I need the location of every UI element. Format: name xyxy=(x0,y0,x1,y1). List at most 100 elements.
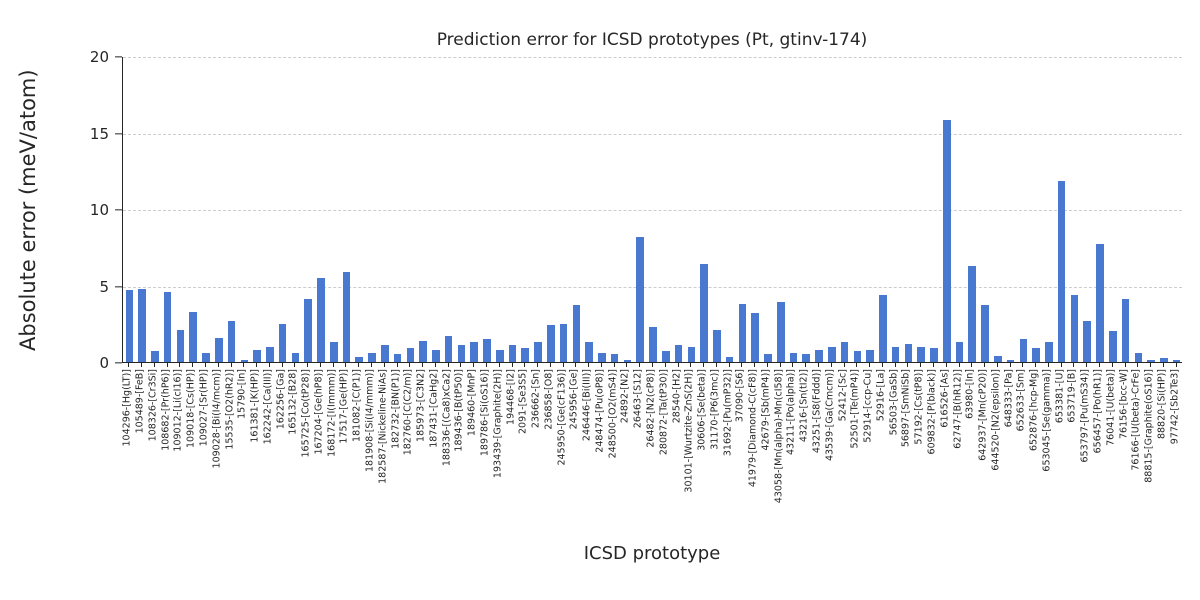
bar xyxy=(534,342,542,362)
bar xyxy=(419,340,427,362)
x-tick-mark xyxy=(1162,363,1164,367)
x-tick-mark xyxy=(396,363,398,367)
y-tick-label: 20 xyxy=(89,48,109,66)
bar xyxy=(355,356,364,362)
x-tick-label: 109027-[Sr(HP)] xyxy=(198,369,210,447)
x-tick-mark xyxy=(1111,363,1113,367)
x-tick-mark xyxy=(1124,363,1126,367)
x-tick-label: 62747-[B(hR12)] xyxy=(952,369,964,449)
x-tick-mark xyxy=(294,363,296,367)
x-tick-label: 188336-[(Ca8)xCa2] xyxy=(441,369,453,467)
x-tick-label: 76156-[bcc-W] xyxy=(1118,369,1130,439)
chart-title: Prediction error for ICSD prototypes (Pt… xyxy=(436,30,868,50)
x-tick-label: 248474-[Pu(oP8)] xyxy=(594,369,606,453)
x-tick-label: 246446-[Bi(III)] xyxy=(581,369,593,442)
bar xyxy=(815,349,823,362)
x-tick-mark xyxy=(779,363,781,367)
bar xyxy=(163,291,172,362)
bar xyxy=(610,354,619,362)
x-tick-mark xyxy=(945,363,947,367)
x-tick-label: 109018-[Cs(HP)] xyxy=(185,369,197,448)
bar xyxy=(151,351,159,362)
x-tick-label: 31692-[Pu(mP32)] xyxy=(722,369,734,457)
x-tick-mark xyxy=(460,363,462,367)
x-tick-mark xyxy=(894,363,896,367)
x-tick-mark xyxy=(600,363,602,367)
bar xyxy=(253,349,261,362)
y-tick-mark xyxy=(115,209,122,211)
x-tick-label: 104296-[Hg(LT)] xyxy=(121,369,133,447)
x-tick-label: 52914-[ccp-Cu] xyxy=(862,369,874,443)
bar xyxy=(764,354,772,362)
x-tick-mark xyxy=(409,363,411,367)
x-tick-label: 648333-[Pa] xyxy=(1003,369,1015,428)
x-tick-label: 609832-[P(black)] xyxy=(926,369,938,455)
x-tick-label: 31170-[P6(3mc)] xyxy=(709,369,721,450)
x-tick-mark xyxy=(192,363,194,367)
x-tick-mark xyxy=(677,363,679,367)
bar xyxy=(508,345,517,362)
y-tick-mark xyxy=(115,285,122,288)
x-tick-mark xyxy=(243,363,245,367)
x-tick-label: 2091-[Se3S5] xyxy=(517,369,529,435)
bar xyxy=(368,352,376,362)
bar xyxy=(904,343,913,362)
x-tick-label: 644520-[N2(epsilon)] xyxy=(990,369,1002,471)
x-tick-mark xyxy=(141,363,143,367)
x-tick-mark xyxy=(524,363,526,367)
x-tick-label: 236858-[O8] xyxy=(543,369,555,430)
x-tick-mark xyxy=(153,363,155,367)
x-tick-mark xyxy=(549,363,551,367)
bar xyxy=(138,288,146,362)
x-tick-label: 653381-[U] xyxy=(1054,369,1066,424)
bar xyxy=(725,357,734,362)
x-tick-mark xyxy=(818,363,820,367)
y-tick-mark xyxy=(115,56,122,58)
bar xyxy=(457,345,466,362)
x-tick-mark xyxy=(128,363,130,367)
x-tick-mark xyxy=(537,363,539,367)
x-tick-mark xyxy=(447,363,449,367)
x-tick-label: 165132-[B28] xyxy=(287,369,299,435)
bar xyxy=(240,359,249,362)
x-tick-label: 56897-[SmNiSb] xyxy=(900,369,912,448)
x-tick-mark xyxy=(626,363,628,367)
x-tick-mark xyxy=(984,363,986,367)
x-tick-mark xyxy=(728,363,730,367)
bar xyxy=(572,305,581,362)
x-tick-mark xyxy=(383,363,385,367)
x-tick-label: 280872-[Ta(tP30)] xyxy=(658,369,670,456)
x-tick-label: 88820-[Si(HP)] xyxy=(1156,369,1168,440)
x-tick-mark xyxy=(741,363,743,367)
bar xyxy=(1172,360,1181,362)
bar xyxy=(994,355,1002,362)
x-tick-label: 189460-[MnP] xyxy=(466,369,478,437)
y-tick-mark xyxy=(115,362,122,364)
bar xyxy=(930,348,938,362)
x-tick-mark xyxy=(1022,363,1024,367)
bar xyxy=(700,264,708,362)
bar xyxy=(214,337,223,362)
bar xyxy=(1057,181,1066,362)
x-tick-label: 52501-[Te(mP4)] xyxy=(849,369,861,449)
bar xyxy=(432,349,440,362)
x-tick-mark xyxy=(766,363,768,367)
y-tick-label: 10 xyxy=(89,201,109,219)
bar xyxy=(1032,348,1040,362)
bar xyxy=(636,236,645,362)
bar xyxy=(189,311,198,362)
x-tick-mark xyxy=(881,363,883,367)
x-tick-mark xyxy=(332,363,334,367)
x-tick-label: 236662-[Sn] xyxy=(530,369,542,429)
x-tick-label: 656457-[Po(hR1)] xyxy=(1092,369,1104,454)
bar xyxy=(342,271,351,362)
y-tick-label: 5 xyxy=(99,277,109,296)
bar xyxy=(470,342,478,362)
bar xyxy=(291,352,300,362)
bar xyxy=(444,336,453,362)
x-tick-mark xyxy=(319,363,321,367)
x-tick-mark xyxy=(1047,363,1049,367)
x-tick-label: 28540-[H2] xyxy=(671,369,683,424)
x-tick-label: 182587-[Nickeline-NiAs] xyxy=(377,369,389,484)
bar xyxy=(879,294,887,362)
